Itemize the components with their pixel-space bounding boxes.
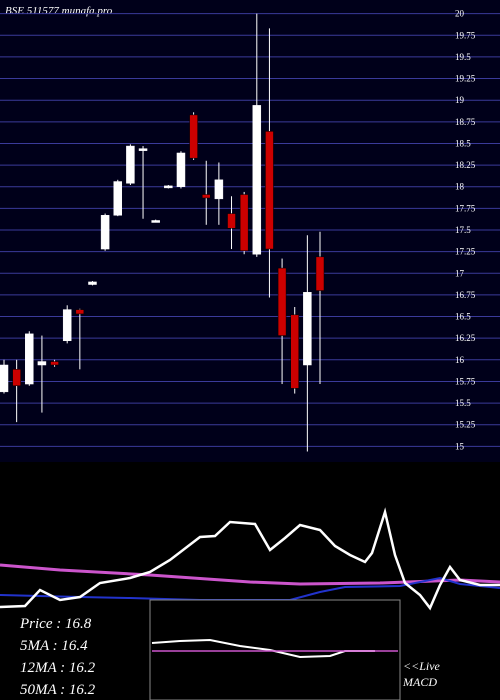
candle-body [239, 194, 249, 252]
y-tick-label: 16.25 [455, 333, 476, 343]
candle-body [214, 179, 224, 200]
candle-body [227, 213, 236, 229]
candle-body [0, 364, 9, 393]
y-tick-label: 20 [455, 9, 465, 19]
candle-body [75, 309, 85, 315]
candle-body [12, 369, 21, 387]
y-tick-label: 15.5 [455, 398, 471, 408]
candle-body [189, 114, 198, 159]
y-tick-label: 18 [455, 182, 465, 192]
y-tick-label: 15.75 [455, 376, 476, 386]
y-tick-label: 18.5 [455, 138, 471, 148]
y-tick-label: 17.5 [455, 225, 471, 235]
y-tick-label: 15 [455, 441, 465, 451]
candle-body [126, 145, 135, 184]
chart-title: BSE 511577 munafa.pro [5, 5, 113, 17]
price-panel [0, 0, 500, 462]
price-line [0, 507, 500, 611]
macd-line [151, 638, 375, 659]
candle-body [303, 292, 312, 366]
y-tick-label: 16.5 [455, 312, 471, 322]
candles [0, 13, 325, 452]
candle-body [290, 314, 299, 389]
y-tick-label: 18.25 [455, 160, 476, 170]
candle-body [277, 267, 287, 336]
candle-body [25, 333, 34, 385]
candle-body [252, 105, 262, 255]
candle-body [62, 309, 72, 342]
candle-body [176, 152, 186, 187]
info-5ma: 5MA : 16.4 [20, 638, 88, 654]
y-tick-label: 16 [455, 355, 465, 365]
y-tick-label: 19 [455, 95, 465, 105]
y-tick-label: 17 [455, 268, 465, 278]
candle-body [164, 185, 173, 189]
candle-body [88, 281, 97, 285]
y-tick-label: 17.25 [455, 247, 476, 257]
candle-body [265, 131, 274, 250]
y-tick-label: 19.5 [455, 52, 471, 62]
candle-body [113, 181, 123, 216]
grid: 15 15.25 15.5 15.75 16 16.25 16.5 16.75 17 17.25 1… [0, 9, 500, 451]
y-tick-label: 18.75 [455, 117, 476, 127]
candle-body [138, 148, 148, 151]
y-tick-label: 19.75 [455, 30, 476, 40]
y-tick-label: 19.25 [455, 74, 476, 84]
info-50ma: 50MA : 16.2 [20, 682, 96, 698]
macd-label: MACD [402, 675, 437, 689]
info-price: Price : 16.8 [19, 616, 92, 632]
live-label: <<Live [403, 659, 441, 673]
candle-body [100, 215, 110, 250]
y-tick-label: 15.25 [455, 420, 476, 430]
candle-body [315, 256, 325, 291]
info-12ma: 12MA : 16.2 [20, 660, 96, 676]
y-tick-label: 16.75 [455, 290, 476, 300]
candle-body [37, 361, 47, 366]
y-tick-label: 17.75 [455, 203, 476, 213]
candle-body [151, 220, 160, 223]
candle-body [50, 361, 59, 366]
candle-body [201, 194, 211, 199]
